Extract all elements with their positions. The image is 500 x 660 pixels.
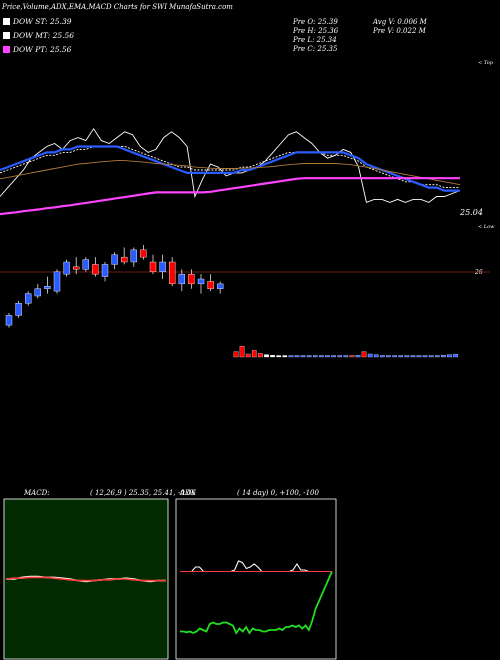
candle-body [72,266,80,270]
series-line-0 [0,127,461,204]
volume-bar [294,355,300,358]
volume-bar [245,353,251,358]
price-ema-lines [0,127,461,216]
volume-bar [355,355,361,358]
adx-panel-frame [175,498,337,660]
volume-bar [404,355,410,358]
candle-body [216,283,224,289]
candle-body [149,261,157,272]
macd-params: ( 12,26,9 ) 25.35, 25.41, -0.06 [90,489,196,497]
candle-body [82,259,90,270]
legend-swatch-dow-pt [3,46,10,53]
volume-bar [288,355,294,358]
legend-dow-st: DOW ST: 25.39 [3,17,72,26]
stat-pre-high: Pre H: 25.36 [293,27,339,35]
volume-bar [251,350,257,358]
label-low: < Low [478,224,495,230]
macd-series-line-1 [5,576,166,582]
volume-bar [453,353,458,358]
volume-bar [367,353,373,358]
candle-body [130,249,138,263]
candle-body [101,264,109,277]
stat-pre-close: Pre C: 25.35 [293,45,338,53]
adx-params: ( 14 day) 0, +100, -100 [237,489,319,497]
legend-swatch-dow-st [3,18,10,25]
volume-bar [434,355,440,358]
volume-bar [258,353,263,358]
candle-body [44,286,51,289]
volume-bar [264,354,269,358]
candle-body [140,249,147,258]
candle-body [15,303,22,316]
candle-body [159,261,166,272]
stat-pre-low: Pre L: 25.34 [293,36,337,44]
volume-bar [331,355,336,358]
candle-body [63,261,70,275]
adx-title: ADX [180,489,196,497]
legend-dow-pt: DOW PT: 25.56 [3,45,71,54]
candle-body [188,273,195,285]
volume-bar [422,355,428,358]
volume-bar [343,355,349,358]
last-value-label: 25.04 [460,208,483,217]
chart-title: Price,Volume,ADX,EMA,MACD Charts for SWI… [2,3,233,11]
candle-body [5,315,13,326]
candle-body [53,271,61,292]
candle-body [92,264,99,275]
volume-bar [380,355,385,358]
volume-bar [337,355,343,358]
series-line-1 [0,146,460,189]
volume-bar [428,355,434,358]
candle-body [178,273,186,285]
candle-body [34,288,41,297]
volume-bar [373,354,379,358]
macd-lines [5,575,166,583]
candle-body [197,278,205,285]
volume-bar [325,355,330,358]
volume-bar [276,355,282,358]
volume-bar [349,355,355,358]
stat-pre-volume: Pre V: 0.022 M [373,27,426,35]
label-top: < Top [478,60,493,66]
legend-dow-pt-label: DOW PT: 25.56 [13,45,72,54]
candlesticks [5,245,224,328]
level-26-label: 26 [475,269,483,276]
legend-dow-mt-label: DOW MT: 25.56 [13,31,75,40]
volume-bar [441,355,446,358]
series-line-3 [0,160,461,186]
legend-dow-st-label: DOW ST: 25.39 [13,17,72,26]
series-line-4 [0,177,460,216]
legend-swatch-dow-mt [3,32,10,39]
volume-bars [233,346,458,358]
legend-dow-mt: DOW MT: 25.56 [3,31,74,40]
macd-title: MACD: [24,489,50,497]
volume-bar [361,351,367,358]
volume-bar [233,351,239,358]
candle-body [25,293,32,304]
volume-bar [410,355,416,358]
candle-body [120,256,128,263]
stat-avg-volume: Avg V: 0.006 M [373,18,427,26]
volume-bar [270,355,275,358]
volume-bar [306,355,312,358]
adx-lines [180,560,333,635]
volume-bar [392,355,397,358]
candle-body [111,254,118,265]
volume-bar [386,355,391,358]
volume-bar [312,355,318,358]
volume-bar [416,355,422,358]
adx-series-line-2 [180,571,333,635]
candle-body [168,261,176,285]
volume-bar [398,355,404,358]
volume-bar [447,354,452,358]
volume-bar [282,355,288,358]
stat-pre-open: Pre O: 25.39 [293,18,338,26]
macd-panel-frame [3,498,169,660]
volume-bar [319,355,324,358]
candle-body [207,281,214,289]
volume-bar [239,346,245,358]
volume-bar [300,355,306,358]
